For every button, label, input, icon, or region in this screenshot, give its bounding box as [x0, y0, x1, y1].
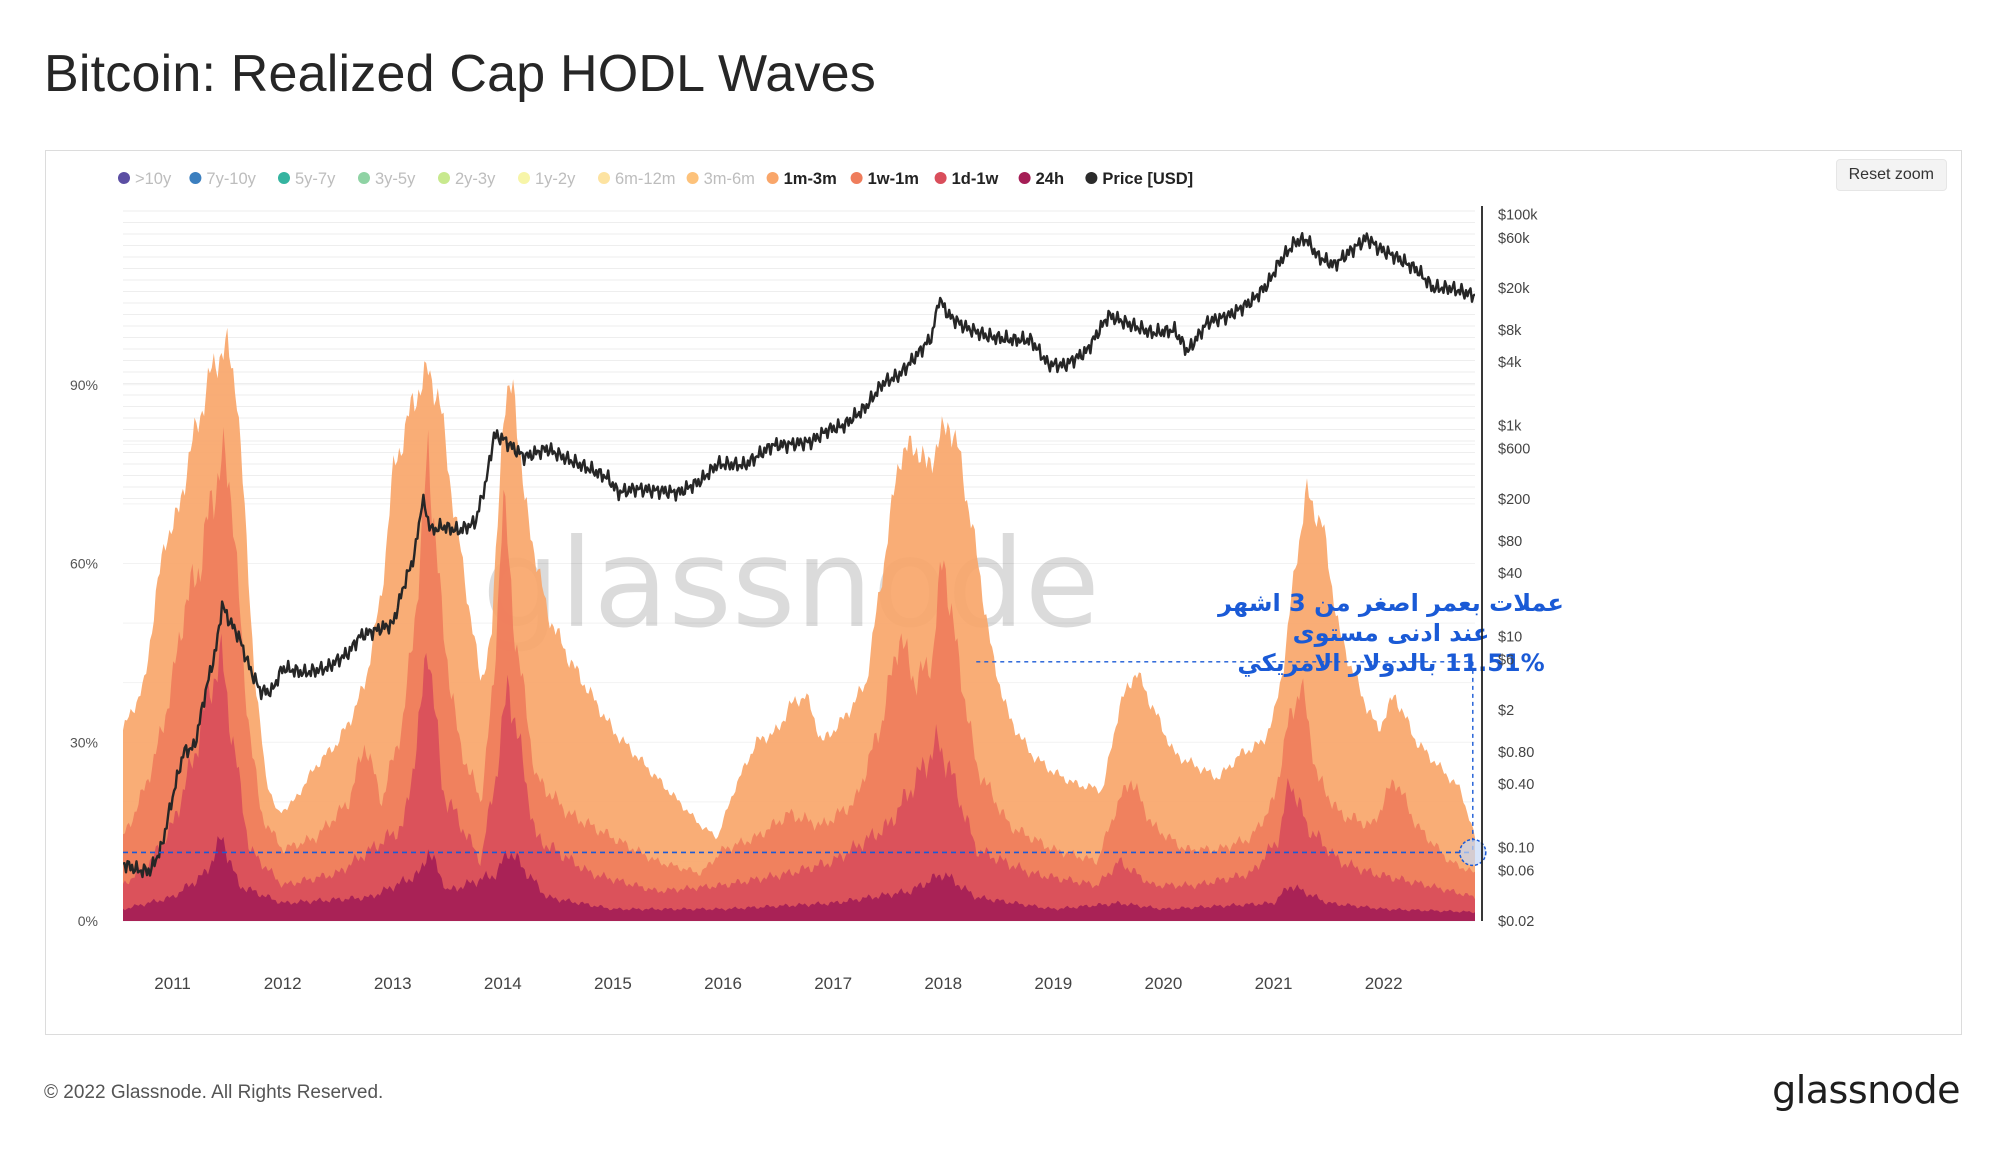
legend-item[interactable]: 1m-3m — [766, 170, 837, 188]
area-1w-1m — [123, 427, 1475, 921]
x-tick-label: 2019 — [1034, 974, 1072, 993]
legend-label: 2y-3y — [455, 170, 496, 188]
y-right-tick-label: $600 — [1498, 442, 1530, 458]
x-tick-label: 2014 — [484, 974, 522, 993]
x-tick-label: 2015 — [594, 974, 632, 993]
legend-item[interactable]: 1d-1w — [934, 170, 999, 188]
legend-swatch — [358, 172, 370, 184]
x-tick-label: 2016 — [704, 974, 742, 993]
glassnode-logo: glassnode — [1772, 1068, 1960, 1112]
x-tick-label: 2017 — [814, 974, 852, 993]
y-right-tick-label: $0.10 — [1498, 840, 1534, 856]
legend-label: 1y-2y — [535, 170, 576, 188]
annotation-marker — [1459, 838, 1487, 867]
y-left-tick-label: 0% — [78, 913, 98, 929]
y-right-tick-label: $0.02 — [1498, 914, 1534, 930]
y-left-tick-label: 30% — [70, 734, 98, 750]
legend-swatch — [934, 172, 947, 184]
y-right-tick-label: $80 — [1498, 534, 1522, 550]
y-right-tick-label: $0.80 — [1498, 745, 1534, 761]
y-right-tick-label: $60k — [1498, 231, 1530, 247]
legend-label: 6m-12m — [615, 170, 676, 188]
x-tick-label: 2018 — [924, 974, 962, 993]
copyright-text: © 2022 Glassnode. All Rights Reserved. — [44, 1082, 384, 1103]
price-line-layer — [123, 232, 1475, 879]
legend-label: 7y-10y — [206, 170, 256, 188]
legend-label: 3m-6m — [704, 170, 755, 188]
y-right-tick-label: $0.06 — [1498, 864, 1534, 880]
legend-item[interactable]: 7y-10y — [189, 170, 257, 188]
legend-swatch — [766, 172, 779, 184]
y-left-tick-label: 60% — [70, 556, 98, 572]
page-title: Bitcoin: Realized Cap HODL Waves — [44, 45, 876, 103]
annotation-text-line: عند ادنى مستوى — [1293, 619, 1490, 647]
y-right-tick-label: $20k — [1498, 281, 1530, 297]
y-right-tick-label: $100k — [1498, 207, 1538, 223]
legend-swatch — [118, 172, 130, 184]
y-right-tick-label: $10 — [1498, 629, 1522, 645]
legend-item[interactable]: 24h — [1018, 170, 1064, 188]
x-tick-label: 2022 — [1365, 974, 1403, 993]
area-layers — [123, 327, 1475, 921]
legend-label: >10y — [135, 170, 172, 188]
legend-item[interactable]: 2y-3y — [438, 170, 496, 188]
legend-label: 1d-1w — [952, 170, 999, 188]
legend-item[interactable]: 3m-6m — [686, 170, 755, 188]
y-right-tick-label: $6 — [1498, 653, 1514, 669]
y-right-tick-label: $4k — [1498, 355, 1522, 371]
price-line — [123, 232, 1475, 879]
legend-label: 5y-7y — [295, 170, 336, 188]
chart-frame[interactable]: glassnode عملات بعمر اصغر من 3 اشهر عند ا… — [45, 150, 1962, 1035]
legend-swatch — [518, 172, 530, 184]
legend-swatch — [1085, 172, 1098, 184]
x-tick-label: 2020 — [1145, 974, 1183, 993]
watermark-text: glassnode — [482, 513, 1100, 655]
y-right-tick-label: $40 — [1498, 566, 1522, 582]
area-1d-1w — [123, 633, 1475, 921]
legend-swatch — [278, 172, 290, 184]
legend: >10y 7y-10y 5y-7y 3y-5y 2y-3y 1y-2y 6m-12m 3m-6… — [118, 170, 1193, 188]
x-tick-label: 2011 — [154, 974, 191, 993]
y-right-tick-label: $8k — [1498, 323, 1522, 339]
y-left-tick-label: 90% — [70, 377, 98, 393]
y-right-tick-label: $1k — [1498, 418, 1522, 434]
legend-swatch — [189, 172, 202, 184]
legend-label: Price [USD] — [1102, 170, 1193, 188]
area-24h — [123, 836, 1475, 921]
x-tick-label: 2013 — [374, 974, 412, 993]
axes-layer: 2011 2012 2013 2014 2015 2016 2017 2018 2019 2020… — [70, 206, 1538, 993]
y-right-tick-label: $2 — [1498, 703, 1514, 719]
legend-label: 24h — [1036, 170, 1064, 188]
legend-item[interactable]: Price [USD] — [1085, 170, 1193, 188]
legend-label: 1m-3m — [784, 170, 837, 188]
x-tick-label: 2012 — [264, 974, 302, 993]
legend-item[interactable]: >10y — [118, 170, 172, 188]
annotation-text-line: عملات بعمر اصغر من 3 اشهر — [1217, 589, 1564, 617]
y-right-tick-label: $0.40 — [1498, 777, 1534, 793]
legend-swatch — [598, 172, 610, 184]
x-tick-label: 2021 — [1255, 974, 1293, 993]
legend-swatch — [850, 172, 863, 184]
legend-label: 3y-5y — [375, 170, 416, 188]
legend-item[interactable]: 6m-12m — [598, 170, 676, 188]
legend-item[interactable]: 1y-2y — [518, 170, 576, 188]
reset-zoom-button[interactable]: Reset zoom — [1835, 159, 1947, 191]
legend-item[interactable]: 1w-1m — [850, 170, 919, 188]
legend-item[interactable]: 5y-7y — [278, 170, 336, 188]
legend-swatch — [686, 172, 699, 184]
annotation-text-line: 11.51% بالدولار الامريكي — [1237, 649, 1544, 677]
y-right-tick-label: $200 — [1498, 492, 1530, 508]
legend-label: 1w-1m — [868, 170, 919, 188]
legend-item[interactable]: 3y-5y — [358, 170, 416, 188]
legend-swatch — [438, 172, 450, 184]
legend-swatch — [1018, 172, 1031, 184]
